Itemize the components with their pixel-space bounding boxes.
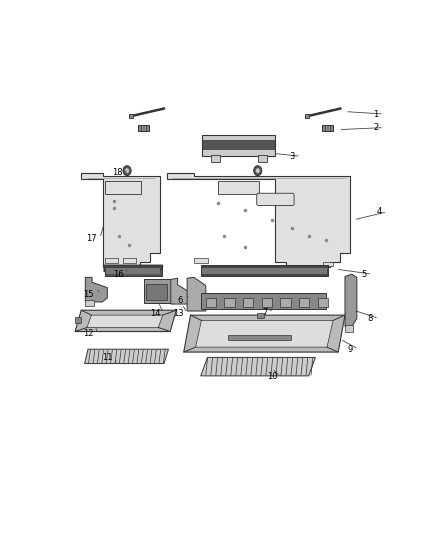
Bar [144,279,171,303]
Bar [211,156,220,161]
Text: 8: 8 [368,314,373,323]
Polygon shape [81,173,160,267]
Bar [280,298,291,307]
Text: 17: 17 [86,234,97,243]
Bar [262,298,272,307]
Bar [322,125,333,131]
Polygon shape [85,349,169,364]
Text: 16: 16 [113,270,124,279]
Polygon shape [345,274,357,327]
Text: 18: 18 [112,168,123,177]
Bar [105,265,162,276]
Polygon shape [187,277,206,311]
Polygon shape [184,315,345,352]
Text: 15: 15 [84,290,94,299]
Bar [75,317,81,324]
Bar [201,293,326,309]
Bar [299,298,309,307]
Bar [224,298,235,307]
Bar [105,258,118,263]
Text: 1: 1 [373,109,378,118]
Polygon shape [201,358,315,376]
Bar [219,181,259,194]
Text: 9: 9 [347,345,353,354]
Polygon shape [85,277,107,302]
Bar [138,125,149,131]
Text: 7: 7 [262,308,268,317]
Text: 12: 12 [84,329,94,338]
Bar [305,115,309,118]
Polygon shape [104,265,162,272]
Polygon shape [85,300,94,306]
Bar [106,268,160,274]
Polygon shape [75,310,176,332]
Circle shape [256,168,259,173]
Bar [258,156,267,161]
Text: 2: 2 [373,123,378,132]
Bar [202,268,327,274]
Bar [228,335,291,340]
Polygon shape [167,173,350,267]
Bar [123,258,135,263]
Bar [203,140,274,149]
Bar [194,258,208,263]
Circle shape [123,166,131,175]
Bar [129,115,133,118]
Text: 6: 6 [177,296,182,305]
Text: 13: 13 [173,309,184,318]
Bar [318,298,328,307]
Text: 11: 11 [102,353,113,362]
Text: 4: 4 [376,207,381,216]
Circle shape [254,166,262,175]
Polygon shape [196,320,333,347]
Polygon shape [87,315,162,327]
Text: 10: 10 [267,372,277,381]
Bar [202,134,276,156]
Polygon shape [345,325,353,332]
Bar [105,181,141,194]
Text: 3: 3 [290,152,295,161]
Bar [146,284,167,300]
Circle shape [125,168,129,173]
Text: 5: 5 [361,270,366,279]
Bar [323,262,333,266]
Polygon shape [171,278,189,304]
Bar [243,298,253,307]
Bar [201,265,328,276]
Text: 14: 14 [150,309,160,318]
Bar [257,313,264,318]
Bar [206,298,216,307]
FancyBboxPatch shape [257,193,294,206]
